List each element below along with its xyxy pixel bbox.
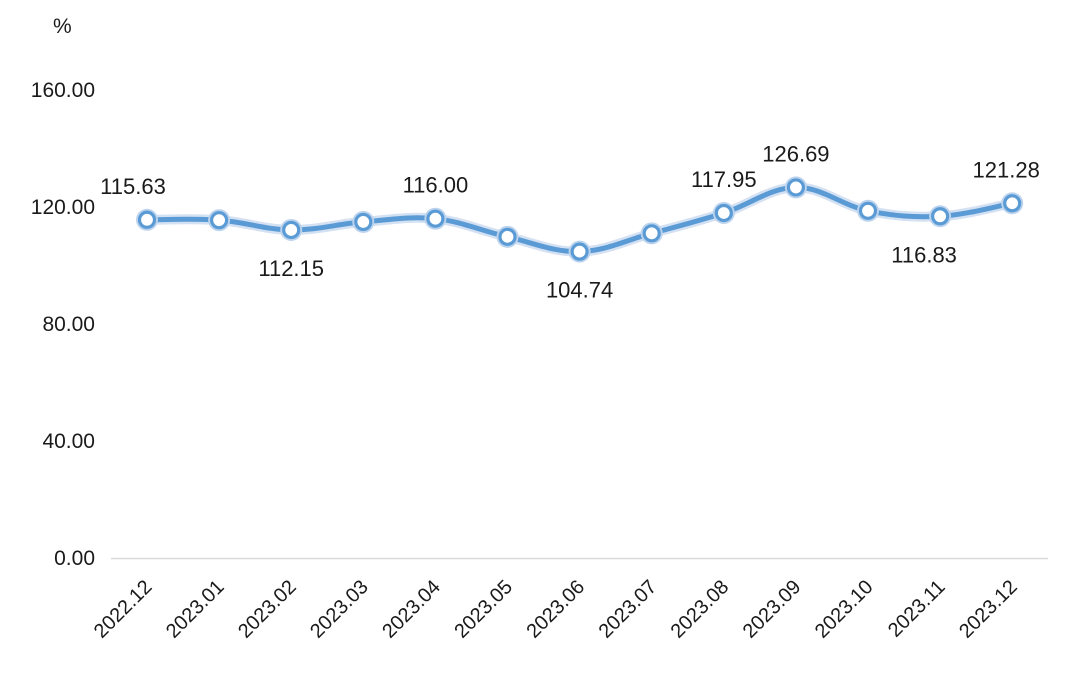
x-tick-label: 2023.03 — [306, 576, 373, 643]
x-tick-label: 2022.12 — [90, 576, 157, 643]
data-point-marker — [280, 218, 303, 241]
data-point-marker — [712, 201, 735, 224]
data-label: 121.28 — [973, 157, 1040, 182]
data-point-marker — [929, 205, 952, 228]
x-axis-ticks: 2022.12 2023.01 2023.02 2023.03 2023.04 2023.… — [90, 576, 1022, 643]
x-tick-label: 2023.04 — [378, 576, 445, 643]
y-tick-label: 160.00 — [31, 79, 95, 102]
data-point-marker — [352, 210, 375, 233]
y-tick-label: 120.00 — [31, 196, 95, 219]
data-point-marker — [857, 199, 879, 222]
data-label: 112.15 — [258, 256, 324, 281]
data-point — [642, 224, 661, 243]
x-tick-label: 2023.12 — [955, 576, 1022, 643]
data-label: 116.00 — [403, 173, 469, 198]
data-point — [570, 242, 589, 261]
data-point — [1003, 194, 1022, 213]
data-point-marker — [208, 209, 231, 232]
x-tick-label: 2023.09 — [739, 576, 806, 643]
data-point — [714, 203, 733, 223]
y-tick-label: 80.00 — [42, 313, 95, 336]
data-point-marker — [424, 207, 447, 230]
x-tick-label: 2023.06 — [522, 576, 589, 643]
data-point-marker — [640, 222, 663, 245]
data-point — [282, 220, 301, 240]
x-tick-label: 2023.07 — [595, 576, 662, 643]
data-label: 116.83 — [891, 242, 957, 267]
data-point-marker — [568, 240, 591, 263]
data-points — [136, 176, 1024, 263]
y-tick-label: 0.00 — [54, 547, 95, 570]
data-label: 126.69 — [762, 141, 829, 166]
data-point — [498, 227, 517, 246]
data-point — [426, 209, 445, 228]
y-tick-label: 40.00 — [42, 430, 95, 453]
y-axis-unit-label: % — [53, 15, 72, 38]
data-point-marker — [496, 225, 519, 248]
x-tick-label: 2023.02 — [234, 576, 301, 643]
x-tick-label: 2023.11 — [884, 576, 950, 642]
data-point — [210, 211, 229, 230]
x-tick-label: 2023.08 — [667, 576, 734, 643]
data-point-marker — [136, 208, 158, 231]
y-axis-ticks: 0.00 40.00 80.00 120.00 160.00 — [31, 79, 95, 570]
x-tick-label: 2023.10 — [811, 576, 878, 643]
x-tick-label: 2023.01 — [162, 576, 229, 643]
data-point — [354, 212, 373, 232]
data-point — [786, 178, 806, 197]
data-point-marker — [784, 176, 807, 199]
data-point — [930, 207, 950, 226]
data-label: 115.63 — [100, 174, 166, 199]
data-point-marker — [1001, 192, 1024, 215]
data-label: 117.95 — [691, 167, 757, 192]
data-point — [858, 201, 878, 220]
x-tick-label: 2023.05 — [450, 576, 517, 643]
data-point — [137, 210, 157, 229]
data-label: 104.74 — [546, 278, 613, 303]
